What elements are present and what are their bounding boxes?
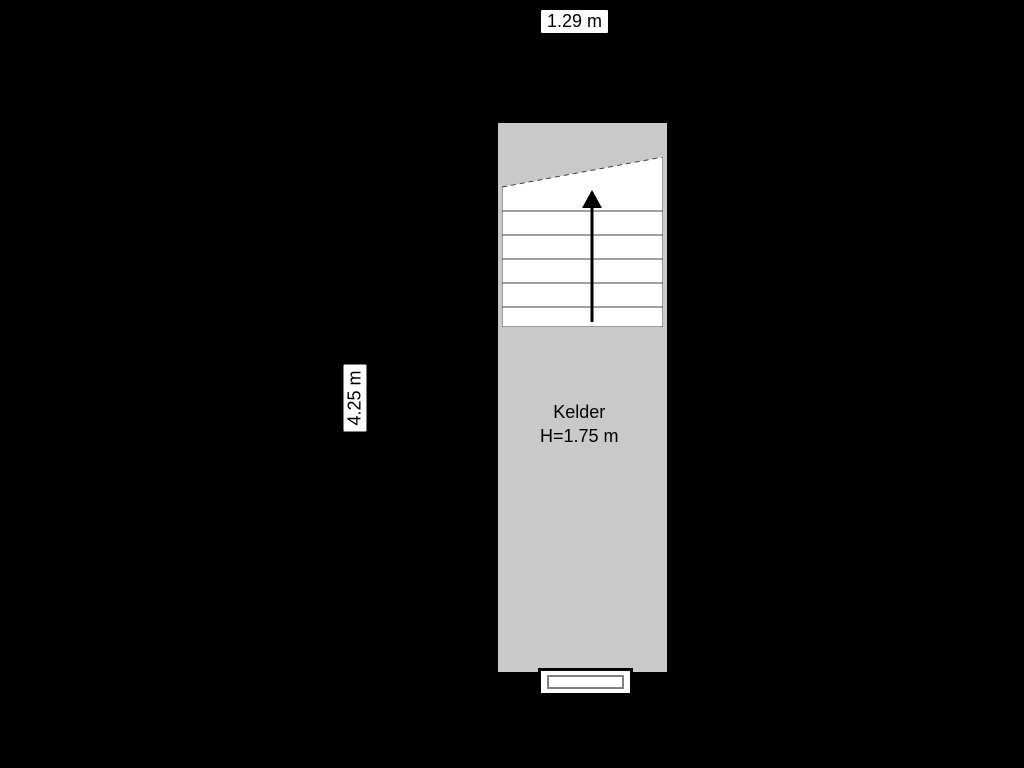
stairs-icon bbox=[502, 157, 663, 327]
dimension-width-label: 1.29 m bbox=[540, 9, 609, 34]
room-label: Kelder H=1.75 m bbox=[540, 400, 619, 449]
door-inner bbox=[547, 675, 624, 689]
room-kelder: Kelder H=1.75 m bbox=[490, 115, 675, 680]
dimension-height-label: 4.25 m bbox=[343, 363, 368, 432]
room-height: H=1.75 m bbox=[540, 426, 619, 446]
floorplan-canvas: 1.29 m 4.25 m Kelder H=1.75 m bbox=[0, 0, 1024, 768]
stairs-svg bbox=[502, 157, 663, 327]
room-name: Kelder bbox=[553, 402, 605, 422]
door-icon bbox=[538, 668, 633, 696]
